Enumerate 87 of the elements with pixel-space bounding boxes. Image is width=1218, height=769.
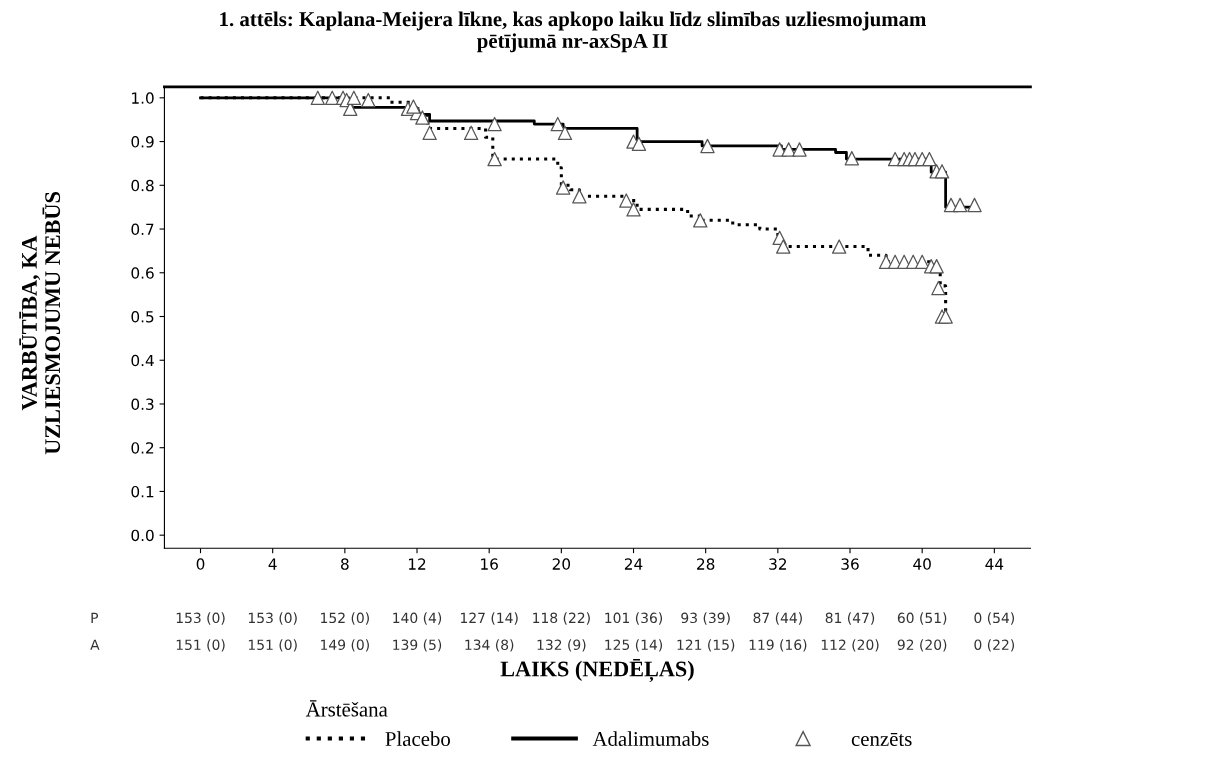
y-tick-label: 0.3: [131, 398, 154, 410]
text: P: [91, 612, 99, 623]
x-axis-title: LAIKS (NEDĒĻAS): [500, 658, 694, 682]
text: 140 (4): [393, 612, 442, 625]
point: [914, 254, 930, 270]
x-tick-label: 20: [552, 558, 571, 570]
point: [361, 92, 376, 108]
x-tick-label: 28: [697, 558, 715, 570]
point: [572, 189, 587, 204]
point: [831, 239, 847, 254]
y-tick-label: 0.1: [131, 485, 154, 498]
point: [626, 202, 641, 217]
point: [967, 197, 982, 213]
point: [792, 142, 807, 157]
point: [487, 116, 502, 132]
x-tick-label: 24: [624, 558, 643, 570]
text: 127 (14): [460, 612, 518, 625]
text: 118 (22): [533, 612, 590, 625]
text: 87 (44): [753, 612, 802, 625]
legend-title: Ārstēšana: [305, 700, 388, 717]
text: 119 (16): [749, 639, 807, 652]
point: [555, 180, 571, 195]
text: 81 (47): [825, 612, 875, 625]
point: [700, 138, 715, 154]
point: [406, 99, 421, 114]
point: [844, 150, 860, 166]
y-tick-label: 0.4: [131, 354, 154, 367]
legend-label: Adalimumabs: [592, 731, 709, 747]
point: [487, 151, 502, 167]
point: [931, 280, 946, 296]
text: 93 (39): [681, 612, 730, 625]
text: 112 (20): [821, 639, 879, 652]
y-tick-label: 0.7: [131, 223, 154, 236]
x-tick-label: 36: [841, 558, 859, 570]
text: 151 (0): [176, 639, 225, 652]
text: 151 (0): [248, 639, 297, 652]
text: 92 (20): [897, 639, 947, 652]
x-tick-label: 8: [341, 558, 349, 570]
point: [693, 213, 708, 228]
y-tick-label: 0.6: [131, 267, 154, 279]
x-tick-label: 40: [913, 558, 931, 570]
text: 101 (36): [605, 612, 663, 625]
legend-label: cenzēts: [851, 733, 912, 747]
y-axis-title: VARBŪTĪBA, KA UZLIESMOJUMU NEBŪS: [19, 192, 61, 455]
text: 139 (5): [393, 639, 442, 652]
point: [463, 125, 479, 141]
text: 132 (9): [537, 639, 586, 652]
x-tick-label: 12: [408, 558, 426, 570]
text: 121 (15): [677, 639, 735, 652]
y-tick-label: 1.0: [132, 92, 154, 104]
point: [619, 193, 634, 208]
x-tick-label: 16: [481, 558, 498, 570]
x-tick-label: 0: [196, 558, 205, 570]
point: [415, 110, 430, 125]
text: 153 (0): [248, 612, 297, 625]
x-tick-label: 44: [985, 558, 1004, 570]
text: 125 (14): [605, 639, 663, 652]
y-tick-label: 0.9: [131, 136, 154, 148]
point: [934, 164, 950, 179]
point: [557, 125, 573, 141]
text: 153 (0): [176, 612, 225, 625]
text: 134 (8): [465, 639, 514, 652]
point: [952, 197, 968, 213]
point: [310, 90, 325, 106]
chart-title: 1. attēls: Kaplana-Meijera līkne, kas apkopo laiku līdz slimības uzliesmojumam pētījumā nr-axSpA II: [220, 11, 927, 53]
point: [929, 258, 944, 274]
x-tick-label: 32: [769, 558, 787, 570]
point: [776, 239, 791, 254]
x-tick-label: 4: [268, 558, 277, 570]
text: 0 (22): [974, 639, 1015, 652]
point: [346, 90, 362, 106]
point: [938, 309, 953, 324]
legend-label: Placebo: [385, 731, 450, 747]
point: [631, 136, 647, 151]
point: [922, 151, 937, 167]
point: [781, 142, 796, 157]
point: [325, 90, 340, 106]
y-tick-label: 0.0: [131, 529, 154, 542]
text: 60 (51): [897, 612, 947, 625]
text: 149 (0): [321, 639, 369, 652]
y-tick-label: 0.5: [131, 310, 154, 323]
text: 152 (0): [321, 612, 369, 625]
y-tick-label: 0.2: [131, 442, 154, 454]
point: [422, 125, 437, 141]
y-tick-label: 0.8: [131, 179, 154, 192]
text: A: [90, 639, 100, 650]
text: 0 (54): [974, 612, 1015, 625]
